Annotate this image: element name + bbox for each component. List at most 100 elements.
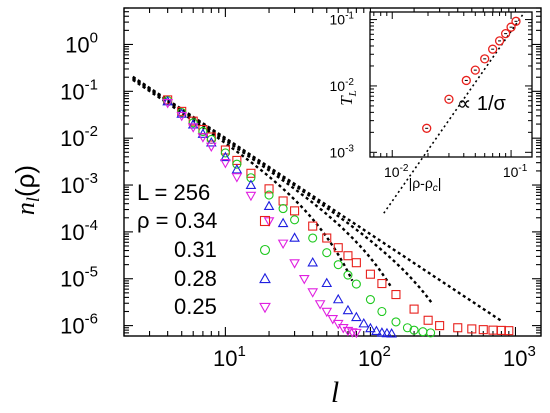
data-point xyxy=(197,133,209,143)
data-point xyxy=(343,251,353,261)
legend-marker xyxy=(259,244,271,256)
inset-y-axis-label: TL xyxy=(337,90,359,106)
y-tick-label: 10-5 xyxy=(60,264,98,292)
inset-y-tick-label: 10-2 xyxy=(330,77,355,94)
data-point xyxy=(322,248,332,258)
data-point xyxy=(418,327,428,337)
data-point xyxy=(314,300,326,310)
data-point xyxy=(358,317,370,328)
inset-data-point xyxy=(422,123,432,133)
data-point xyxy=(343,270,353,280)
legend-label: 0.28 xyxy=(174,266,217,291)
data-point xyxy=(308,233,318,243)
data-point xyxy=(391,289,401,300)
y-tick-label: 10-2 xyxy=(60,123,98,151)
data-point xyxy=(278,204,288,214)
data-point xyxy=(277,217,289,228)
legend-label: 0.31 xyxy=(174,237,217,262)
data-point xyxy=(220,145,230,155)
y-tick-label: 10-4 xyxy=(60,217,98,245)
data-point xyxy=(351,328,362,339)
data-point xyxy=(245,179,257,189)
data-point xyxy=(409,304,419,314)
inset-fit-line xyxy=(383,11,526,214)
inset-data-point xyxy=(488,44,498,54)
data-point xyxy=(232,159,242,169)
legend-label: 0.25 xyxy=(174,294,217,319)
data-point xyxy=(162,95,174,106)
data-point xyxy=(426,328,436,338)
data-point xyxy=(409,325,419,335)
data-point xyxy=(365,322,376,333)
y-tick-label: 10-3 xyxy=(60,170,98,198)
data-point xyxy=(264,190,274,200)
inset-x-tick-label: 10-2 xyxy=(384,163,409,180)
data-point xyxy=(504,326,514,336)
data-point xyxy=(231,173,243,183)
inset-data-point xyxy=(480,54,490,64)
fit-curve xyxy=(132,77,393,289)
inset-plot: 10-2 10-1 10-3 10-2 10-1 ∝ 1/σ TL |ρ-ρc| xyxy=(330,11,533,214)
data-point xyxy=(337,323,349,334)
y-tick-label: 100 xyxy=(65,29,98,57)
data-point xyxy=(365,294,375,305)
legend-label: ρ = 0.34 xyxy=(137,208,217,233)
data-point xyxy=(298,274,310,285)
legend-marker xyxy=(259,272,271,284)
data-point xyxy=(365,269,375,279)
data-point xyxy=(496,325,506,335)
data-point xyxy=(376,327,388,337)
data-point xyxy=(322,233,332,243)
inset-annotation: ∝ 1/σ xyxy=(457,93,507,115)
data-point xyxy=(321,307,333,318)
data-point xyxy=(435,321,445,331)
inset-border xyxy=(369,11,533,158)
data-point xyxy=(333,260,343,270)
x-tick-label: 103 xyxy=(503,343,536,371)
y-tick-label: 10-1 xyxy=(60,76,98,104)
data-point xyxy=(289,259,300,269)
inset-x-tick-label: 10-1 xyxy=(503,163,528,180)
data-point xyxy=(332,293,344,304)
data-point xyxy=(333,243,343,253)
data-point xyxy=(188,118,198,128)
data-point xyxy=(342,304,354,315)
data-point xyxy=(205,136,217,147)
inset-data-point xyxy=(444,94,454,104)
data-point xyxy=(263,200,275,211)
x-tick-label: 102 xyxy=(358,343,391,371)
inset-data-point xyxy=(461,75,471,86)
data-point xyxy=(478,325,488,335)
inset-y-tick-label: 10-3 xyxy=(330,143,355,160)
data-point xyxy=(342,326,354,337)
data-point xyxy=(231,164,243,174)
data-point xyxy=(351,279,361,289)
data-point xyxy=(327,315,339,325)
x-tick-label: 101 xyxy=(213,343,246,371)
data-point xyxy=(346,328,358,338)
data-point xyxy=(377,306,387,317)
x-axis-label: l xyxy=(331,376,339,409)
inset-data-point xyxy=(500,28,511,39)
legend-marker xyxy=(259,215,271,227)
data-point xyxy=(377,278,387,289)
data-point xyxy=(176,108,188,118)
data-point xyxy=(351,258,361,268)
inset-data-point xyxy=(506,22,516,32)
data-point xyxy=(351,311,362,322)
data-point xyxy=(220,151,231,162)
inset-data-point xyxy=(511,16,521,26)
data-point xyxy=(423,315,433,325)
data-point xyxy=(453,323,463,333)
data-point xyxy=(307,256,319,267)
legend-title: L = 256 xyxy=(137,180,210,205)
data-point xyxy=(321,277,333,288)
data-point xyxy=(162,99,174,109)
data-point xyxy=(278,196,288,206)
main-plot-axes: 101 102 103 100 10-1 10-2 10-3 10-4 10-5 10-6 xyxy=(60,7,541,371)
data-point xyxy=(290,206,300,216)
data-point xyxy=(289,232,300,242)
legend: L = 256 ρ = 0.34 0.31 0.28 0.25 xyxy=(137,180,271,319)
main-plot-border xyxy=(123,7,542,337)
data-point xyxy=(198,126,208,137)
